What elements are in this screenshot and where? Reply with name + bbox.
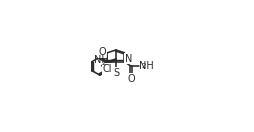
Text: NH: NH [138,61,153,71]
Text: 2: 2 [101,60,106,66]
Text: O: O [126,74,134,84]
Text: N: N [124,54,132,63]
Text: 2: 2 [141,63,145,69]
Text: O: O [99,47,106,57]
Text: Cl: Cl [102,64,112,74]
Text: NH: NH [94,55,108,65]
Text: S: S [113,68,119,78]
